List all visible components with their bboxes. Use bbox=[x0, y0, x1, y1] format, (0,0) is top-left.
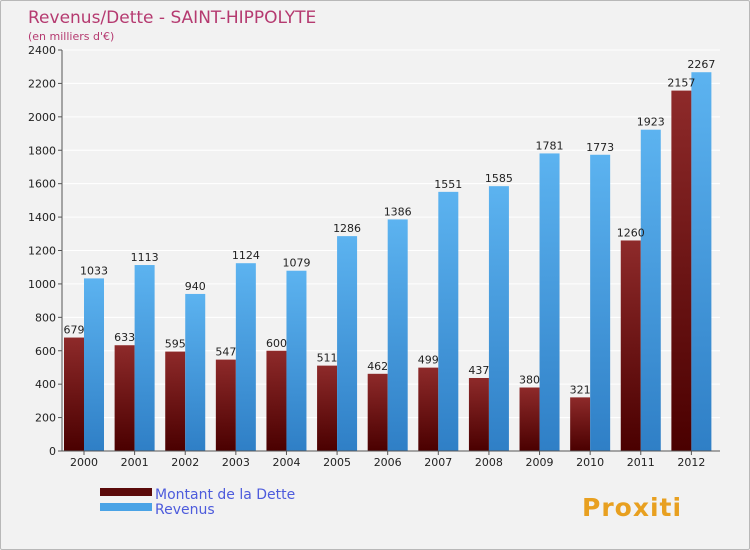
label-dette: 600 bbox=[266, 337, 287, 350]
bar-dette bbox=[215, 359, 236, 451]
x-tick-label: 2005 bbox=[323, 456, 351, 469]
label-revenus: 1113 bbox=[131, 251, 159, 264]
bar-dette bbox=[114, 345, 135, 451]
y-tick-label: 0 bbox=[49, 445, 56, 458]
label-revenus: 1551 bbox=[434, 178, 462, 191]
bar-dette bbox=[418, 367, 439, 451]
bar-dette bbox=[165, 351, 186, 451]
x-tick-label: 2009 bbox=[526, 456, 554, 469]
proxiti-logo: Proxiti bbox=[582, 493, 682, 522]
x-tick-label: 2008 bbox=[475, 456, 503, 469]
bar-revenus bbox=[539, 153, 560, 452]
label-revenus: 1781 bbox=[536, 139, 564, 152]
x-tick-label: 2002 bbox=[171, 456, 199, 469]
legend-swatch-revenus bbox=[100, 503, 152, 511]
x-tick-label: 2011 bbox=[627, 456, 655, 469]
y-tick-label: 1800 bbox=[28, 144, 56, 157]
label-dette: 499 bbox=[418, 354, 439, 367]
label-revenus: 1773 bbox=[586, 141, 614, 154]
bar-revenus bbox=[235, 263, 256, 451]
label-dette: 511 bbox=[317, 352, 338, 365]
y-tick-label: 800 bbox=[35, 311, 56, 324]
bar-dette bbox=[671, 90, 692, 451]
x-axis-ticks: 2000 2001 2002 2003 2004 2005 2006 2007 2008 2009… bbox=[70, 451, 705, 469]
legend-label-dette: Montant de la Dette bbox=[155, 487, 295, 503]
bar-revenus bbox=[134, 265, 155, 451]
chart-title: Revenus/Dette - SAINT-HIPPOLYTE bbox=[28, 8, 316, 28]
bar-dette bbox=[570, 397, 591, 451]
legend: Montant de la Dette Revenus bbox=[100, 487, 295, 518]
label-revenus: 1079 bbox=[282, 257, 310, 270]
label-dette: 633 bbox=[114, 331, 135, 344]
label-dette: 462 bbox=[367, 360, 388, 373]
x-tick-label: 2000 bbox=[70, 456, 98, 469]
label-dette: 437 bbox=[468, 364, 489, 377]
label-dette: 595 bbox=[165, 338, 186, 351]
y-tick-label: 1400 bbox=[28, 211, 56, 224]
bar-revenus bbox=[185, 293, 206, 451]
x-tick-label: 2004 bbox=[272, 456, 300, 469]
bar-revenus bbox=[640, 129, 661, 452]
label-dette: 380 bbox=[519, 374, 540, 387]
y-tick-label: 200 bbox=[35, 412, 56, 425]
y-tick-label: 1200 bbox=[28, 245, 56, 258]
label-dette: 547 bbox=[215, 346, 236, 359]
label-dette: 2157 bbox=[667, 77, 695, 90]
bar-dette bbox=[468, 377, 489, 451]
y-axis-ticks: 0 200 400 600 800 1000 1200 1400 1600 1800 2000 220… bbox=[28, 44, 62, 458]
label-dette: 679 bbox=[64, 324, 85, 337]
y-tick-label: 2400 bbox=[28, 44, 56, 57]
legend-label-revenus: Revenus bbox=[155, 502, 215, 518]
x-tick-label: 2012 bbox=[677, 456, 705, 469]
y-tick-label: 2000 bbox=[28, 111, 56, 124]
bar-revenus bbox=[438, 191, 459, 451]
y-tick-label: 1000 bbox=[28, 278, 56, 291]
bar-revenus bbox=[387, 219, 408, 451]
bars bbox=[64, 72, 712, 452]
x-tick-label: 2001 bbox=[121, 456, 149, 469]
y-tick-label: 1600 bbox=[28, 178, 56, 191]
x-tick-label: 2003 bbox=[222, 456, 250, 469]
chart-subtitle: (en milliers d'€) bbox=[28, 30, 114, 43]
label-dette: 1260 bbox=[617, 226, 645, 239]
label-revenus: 1585 bbox=[485, 172, 513, 185]
label-revenus: 1923 bbox=[637, 116, 665, 129]
bar-revenus bbox=[590, 154, 611, 452]
x-tick-label: 2006 bbox=[374, 456, 402, 469]
bar-dette bbox=[519, 387, 540, 451]
bar-revenus bbox=[488, 186, 509, 451]
y-tick-label: 600 bbox=[35, 345, 56, 358]
label-dette: 321 bbox=[570, 383, 591, 396]
label-revenus: 940 bbox=[185, 280, 206, 293]
legend-swatch-dette bbox=[100, 488, 152, 496]
bar-revenus bbox=[286, 270, 307, 451]
bar-revenus bbox=[337, 236, 358, 451]
x-tick-label: 2007 bbox=[424, 456, 452, 469]
y-tick-label: 400 bbox=[35, 378, 56, 391]
label-revenus: 1124 bbox=[232, 249, 260, 262]
label-revenus: 2267 bbox=[687, 58, 715, 71]
label-revenus: 1386 bbox=[384, 205, 412, 218]
data-labels: 679 1033 633 1113 595 940 547 1124 600 1079 511 128… bbox=[64, 58, 716, 396]
label-revenus: 1286 bbox=[333, 222, 361, 235]
bar-revenus bbox=[84, 278, 104, 451]
bar-revenus bbox=[691, 72, 712, 452]
logo-text: Proxiti bbox=[582, 493, 682, 522]
bar-dette bbox=[64, 337, 84, 451]
bar-dette bbox=[317, 365, 338, 451]
label-revenus: 1033 bbox=[80, 264, 108, 277]
bar-dette bbox=[620, 240, 641, 451]
y-tick-label: 2200 bbox=[28, 77, 56, 90]
x-tick-label: 2010 bbox=[576, 456, 604, 469]
bar-dette bbox=[266, 350, 287, 451]
bar-dette bbox=[367, 373, 388, 451]
